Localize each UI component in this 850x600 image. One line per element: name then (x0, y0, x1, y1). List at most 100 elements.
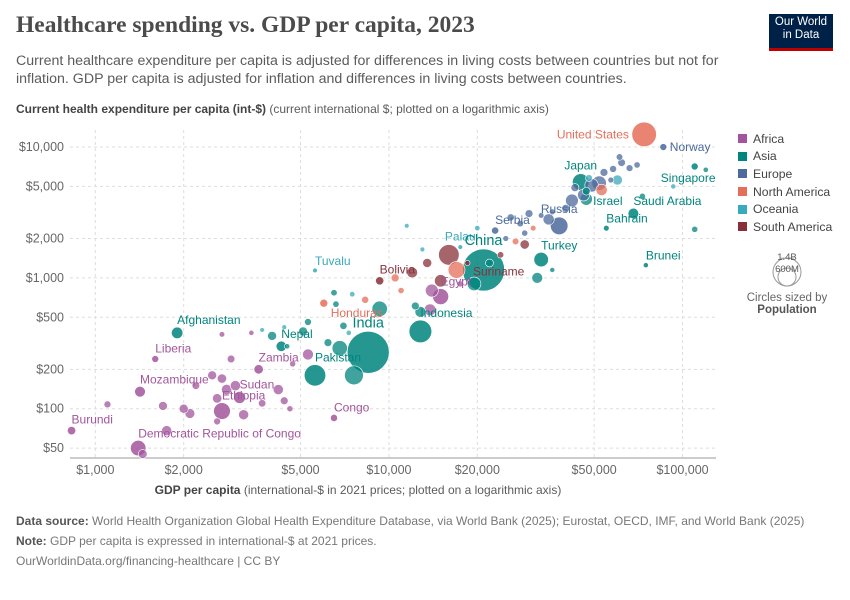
legend-swatch (738, 222, 747, 232)
y-tick-label: $5,000 (26, 179, 64, 193)
legend-item-oceania[interactable]: Oceania (738, 200, 832, 218)
x-tick-label: $2,000 (165, 463, 203, 477)
data-point (607, 176, 615, 184)
legend: Africa Asia Europe North America Oceania Sout… (738, 130, 832, 236)
chart-title: Healthcare spending vs. GDP per capita, … (16, 12, 475, 38)
point-label: Democratic Republic of Congo (138, 426, 301, 440)
data-point (531, 272, 543, 284)
footer: Data source: World Health Organization G… (16, 513, 836, 573)
data-point (419, 246, 426, 253)
data-point (217, 373, 227, 384)
footer-url[interactable]: OurWorldinData.org/financing-healthcare … (16, 554, 281, 568)
x-tick-label: $1,000 (76, 463, 114, 477)
point-label: Ethiopia (222, 389, 266, 403)
point-russia (550, 216, 569, 235)
legend-item-africa[interactable]: Africa (738, 130, 832, 148)
y-tick-label: $200 (36, 362, 64, 376)
legend-swatch (738, 151, 747, 161)
point-label: Pakistan (315, 351, 361, 365)
point-bolivia (375, 276, 385, 286)
data-point (332, 300, 340, 308)
x-tick-label: $100,000 (656, 463, 708, 477)
data-point (298, 326, 308, 337)
data-point (349, 291, 356, 298)
point-label: Turkey (541, 238, 577, 252)
point-label: Congo (334, 400, 370, 414)
y-tick-label: $50 (43, 441, 64, 455)
data-point (434, 274, 448, 288)
data-point (371, 300, 388, 317)
data-point (304, 318, 312, 326)
legend-label: Europe (753, 166, 793, 181)
point-label: Nepal (281, 327, 312, 341)
data-point (524, 209, 534, 218)
legend-item-north-america[interactable]: North America (738, 183, 832, 201)
legend-item-asia[interactable]: Asia (738, 148, 832, 166)
data-point (599, 168, 609, 177)
legend-item-south-america[interactable]: South America (738, 218, 832, 236)
point-label: Israel (593, 194, 622, 208)
data-point (279, 396, 289, 406)
data-point (691, 225, 699, 233)
point-afghanistan (171, 326, 184, 339)
data-point (511, 237, 520, 246)
data-point (438, 244, 460, 266)
size-legend-bottom-value: 600M (775, 264, 799, 275)
data-point (516, 220, 524, 228)
point-label: Singapore (661, 171, 716, 185)
point-mozambique (134, 385, 146, 398)
data-point (425, 283, 439, 298)
point-singapore (690, 162, 699, 171)
x-tick-label: $10,000 (366, 463, 411, 477)
data-point (585, 174, 593, 182)
x-axis-label-main: GDP per capita (154, 483, 241, 497)
point-label: Honduras (331, 306, 383, 320)
legend-label: Asia (753, 149, 777, 164)
legend-item-europe[interactable]: Europe (738, 165, 832, 183)
data-point (447, 261, 466, 279)
data-point (302, 348, 314, 361)
data-point (137, 449, 148, 459)
data-point (344, 365, 364, 386)
data-point (456, 280, 464, 288)
footer-source: Data source: World Health Organization G… (16, 513, 836, 529)
data-point (609, 165, 617, 173)
point-label: Afghanistan (177, 313, 240, 327)
point-saudi-arabia (627, 207, 640, 220)
legend-label: Oceania (753, 202, 799, 217)
data-point (595, 184, 608, 196)
legend-swatch (738, 134, 747, 144)
point-label: Mozambique (140, 372, 209, 386)
data-point (178, 403, 189, 414)
data-point (406, 266, 418, 279)
point-pakistan (303, 364, 327, 387)
data-point (267, 331, 277, 341)
point-sudan (233, 391, 246, 404)
point-palau (457, 244, 463, 250)
size-legend-caption: Circles sized by (746, 292, 828, 304)
data-point (670, 183, 677, 190)
data-point (286, 405, 294, 413)
data-point (339, 321, 348, 330)
data-point (404, 223, 410, 229)
data-point (702, 166, 709, 173)
x-tick-label: $5,000 (281, 463, 319, 477)
data-point (281, 324, 287, 330)
point-norway (659, 143, 668, 151)
data-point (213, 417, 221, 426)
point-serbia (491, 226, 500, 235)
data-point (485, 258, 494, 268)
point-congo (330, 414, 338, 422)
data-point (397, 287, 405, 294)
y-axis-label-detail: (current international $; plotted on a l… (266, 102, 549, 116)
point-label: Liberia (155, 341, 191, 355)
x-axis-label-detail: (international-$ in 2021 prices; plotted… (240, 483, 562, 497)
y-axis-label-main: Current health expenditure per capita (i… (16, 102, 267, 116)
data-point (161, 425, 172, 436)
data-point (625, 164, 634, 172)
y-tick-label: $2,000 (26, 231, 64, 245)
x-tick-label: $20,000 (455, 463, 500, 477)
owid-logo[interactable]: Our World in Data (769, 14, 833, 51)
data-point (422, 258, 433, 268)
